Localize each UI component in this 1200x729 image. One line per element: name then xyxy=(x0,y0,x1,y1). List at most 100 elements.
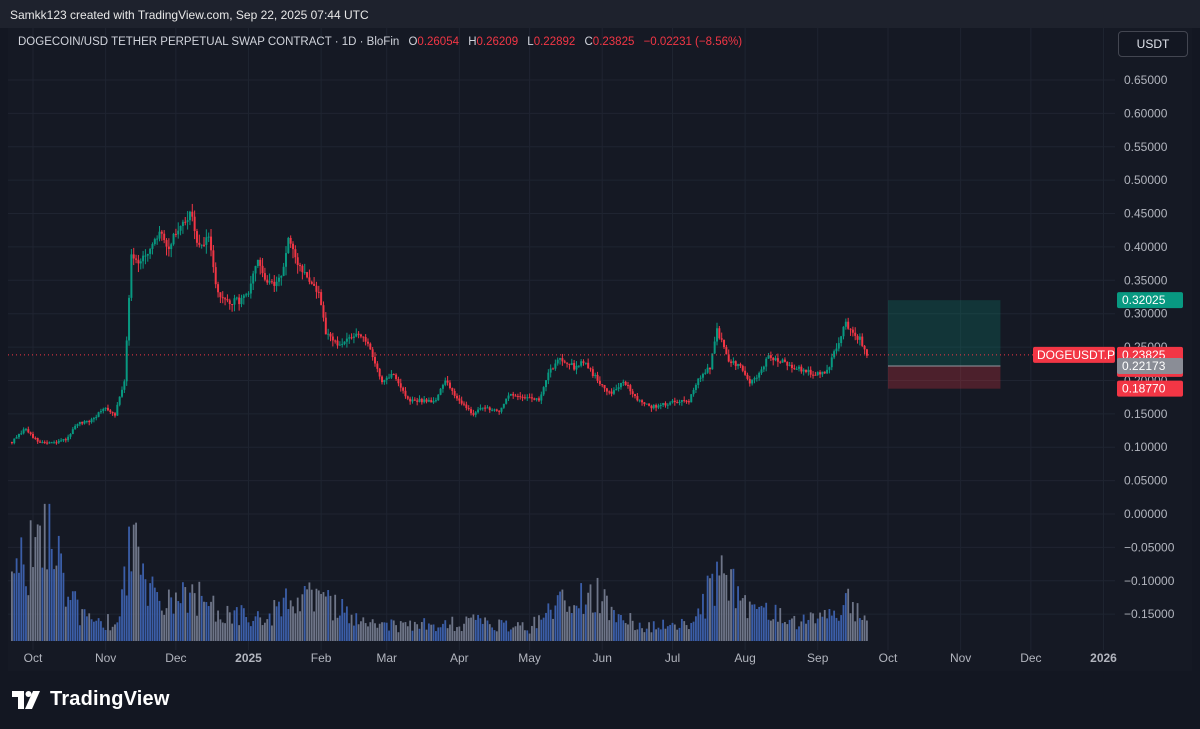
volume-bar xyxy=(381,622,383,641)
volume-bar xyxy=(278,601,280,641)
volume-bar xyxy=(233,610,236,641)
candle-body xyxy=(547,372,550,381)
candle-body xyxy=(97,412,100,417)
volume-bar xyxy=(741,598,744,641)
volume-bar xyxy=(826,618,828,641)
volume-bar xyxy=(535,628,538,641)
time-axis: Oct Nov Dec 2025 Feb Mar Apr May Jun Jul Aug Sep Oct… xyxy=(24,651,1118,665)
candle-body xyxy=(376,363,379,369)
candle-body xyxy=(78,421,81,425)
volume-bar xyxy=(413,621,416,641)
volume-bar xyxy=(549,609,552,641)
candle-body xyxy=(163,233,166,241)
candle-body xyxy=(760,369,763,373)
candle-body xyxy=(448,382,451,389)
symbol-tag-text: DOGEUSDT.P xyxy=(1037,348,1115,362)
currency-button[interactable]: USDT xyxy=(1118,31,1188,57)
volume-bar xyxy=(207,606,210,641)
candle-body xyxy=(249,283,252,294)
volume-bar xyxy=(334,594,337,641)
volume-bar xyxy=(842,605,845,641)
volume-bar xyxy=(179,603,182,641)
volume-bar xyxy=(444,620,447,641)
candle-body xyxy=(493,409,496,411)
candle-body xyxy=(402,387,405,391)
candle-body xyxy=(350,337,353,339)
candle-body xyxy=(648,403,651,406)
candle-body xyxy=(331,336,334,341)
candle-body xyxy=(364,337,367,342)
candle-body xyxy=(474,412,477,415)
candle-body xyxy=(366,341,369,344)
volume-bar xyxy=(242,608,245,641)
candle-body xyxy=(629,385,632,392)
volume-bar xyxy=(348,623,351,641)
candle-body xyxy=(261,265,264,274)
candle-body xyxy=(488,407,491,411)
candle-body xyxy=(95,416,98,419)
volume-bar xyxy=(271,625,273,641)
candle-body xyxy=(90,419,93,423)
candle-body xyxy=(226,299,229,301)
volume-bar xyxy=(294,613,297,641)
candle-body xyxy=(608,391,611,393)
tradingview-brand[interactable]: TradingView xyxy=(12,688,170,711)
volume-bar xyxy=(149,583,152,641)
volume-bar xyxy=(390,619,393,641)
candle-body xyxy=(322,305,325,318)
volume-bar xyxy=(514,626,517,641)
volume-bar xyxy=(753,604,756,641)
candle-body xyxy=(830,357,833,368)
candle-body xyxy=(441,384,444,389)
candle-body xyxy=(170,244,173,250)
candle-body xyxy=(188,211,191,221)
volume-bar xyxy=(167,589,170,641)
volume-bar xyxy=(484,617,486,641)
volume-bar xyxy=(591,612,594,641)
volume-bar xyxy=(505,620,508,641)
volume-bar xyxy=(767,619,770,641)
volume-bar xyxy=(734,608,737,641)
volume-bar xyxy=(301,594,304,641)
candle-body xyxy=(149,248,152,254)
candle-body xyxy=(43,442,46,444)
volume-bar xyxy=(793,615,796,641)
volume-bar xyxy=(219,619,222,641)
candle-body xyxy=(619,382,622,388)
candle-body xyxy=(737,364,740,367)
x-tick-label: Dec xyxy=(1020,651,1041,665)
volume-bar xyxy=(217,610,219,641)
candle-body xyxy=(184,221,187,223)
volume-bar xyxy=(690,622,693,641)
candle-body xyxy=(683,400,686,402)
volume-bar xyxy=(617,614,620,641)
volume-bar xyxy=(673,624,676,641)
candle-body xyxy=(81,421,84,424)
volume-bar xyxy=(589,584,592,641)
y-tick-label: 0.65000 xyxy=(1124,73,1168,87)
candle-body xyxy=(573,363,576,370)
x-tick-label: 2025 xyxy=(235,651,262,665)
candle-body xyxy=(516,396,519,398)
volume-bar xyxy=(27,595,30,641)
volume-bar xyxy=(184,587,187,641)
volume-bar xyxy=(163,614,166,641)
volume-bar xyxy=(695,616,697,641)
volume-bar xyxy=(32,567,34,641)
candle-body xyxy=(666,404,669,406)
volume-bar xyxy=(200,595,203,641)
volume-bar xyxy=(465,616,468,641)
candle-body xyxy=(540,394,543,401)
chart-pane[interactable] xyxy=(8,28,1192,671)
volume-bar xyxy=(856,603,859,641)
author-credit: Samkk123 created with TradingView.com, S… xyxy=(10,8,369,22)
candle-body xyxy=(395,374,398,379)
candle-body xyxy=(495,409,498,411)
volume-bar xyxy=(240,605,243,641)
volume-bar xyxy=(362,617,365,641)
volume-bar xyxy=(48,503,51,641)
volume-bar xyxy=(718,575,721,641)
volume-bar xyxy=(491,627,494,641)
volume-bar xyxy=(399,621,402,641)
